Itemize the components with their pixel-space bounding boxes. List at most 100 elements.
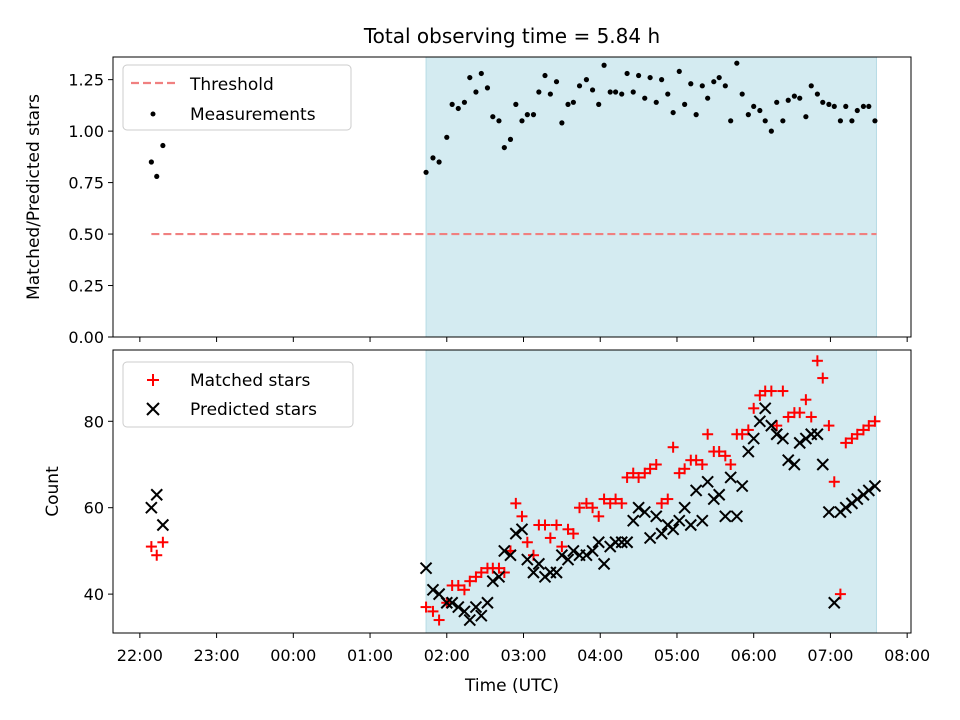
top-y-axis-label: Matched/Predicted stars [24,94,44,300]
matched-star-point [656,497,668,509]
measurement-point [430,155,436,161]
bottom-panel-marks [145,355,882,627]
predicted-star-point [655,527,668,540]
matched-star-point [777,385,789,397]
measurement-point [576,83,583,89]
measurement-point [507,136,514,142]
predicted-star-point [597,557,611,571]
measurement-point [762,118,768,124]
predicted-star-point [486,574,500,588]
matched-star-point [464,575,476,587]
predicted-star-point [759,402,772,415]
predicted-star-point [839,501,852,514]
top-y-ticks: 0.00 0.25 0.50 0.75 1.00 1.25 [68,71,113,347]
predicted-star-point [504,549,517,562]
matched-star-point [458,584,470,596]
x-tick-label: 22:00 [117,646,163,665]
measurement-point [642,95,648,101]
measurement-point [774,99,780,105]
matched-legend-marker [147,374,159,386]
measurement-point [797,95,803,101]
predicted-star-point [719,510,732,523]
x-tick-label: 02:00 [424,646,470,665]
measurement-point [849,118,855,124]
measurement-point [831,103,837,110]
matched-star-point [800,394,812,406]
matched-star-point [840,437,852,449]
predicted-star-point [440,596,453,609]
measurement-point [473,89,479,95]
matched-star-point [587,502,599,514]
matched-star-point [593,510,605,522]
measurement-point [653,99,659,105]
measurement-point [444,134,450,140]
measurement-point [693,112,699,118]
predicted-star-point [770,428,783,441]
measurement-point [647,74,653,81]
matched-star-point [828,476,840,488]
measurement-point [449,101,455,107]
matched-star-point [544,532,556,544]
predicted-star-point [627,514,640,527]
measurement-point [734,60,740,66]
predicted-star-point [458,605,471,618]
measurement-point [542,72,548,79]
predicted-star-point [793,436,806,450]
measurement-point [699,83,705,89]
x-tick-label: 00:00 [270,646,316,665]
bottom-y-ticks: 40 60 80 [84,412,113,604]
predicted-star-point [498,544,511,558]
predicted-star-point [492,570,506,584]
measurement-point [467,74,473,81]
matched-star-point [679,463,691,475]
predicted-star-point [868,479,882,493]
measurement-point [596,101,602,107]
measurement-point [814,91,820,97]
measurement-point [716,74,722,81]
measurement-point [866,103,872,110]
matched-star-point [696,458,708,470]
measurement-point [676,68,682,75]
measurement-point [148,159,154,165]
measurement-point [619,91,625,97]
measurement-point [612,89,619,95]
predicted-star-point [550,566,563,579]
measurement-point [751,103,757,110]
matched-star-point [475,567,487,579]
measurement-point [559,120,565,126]
predicted-star-point [521,553,534,566]
predicted-star-point [620,536,634,549]
predicted-star-point [724,471,737,484]
matched-star-point [811,355,823,367]
predicted-star-point [753,415,767,428]
predicted-star-point [782,453,795,467]
matched-star-point [452,579,464,591]
matched-star-point [690,454,702,466]
measurement-point [607,89,613,95]
measurement-point [553,79,560,85]
measurement-point [547,91,553,97]
legend-label-threshold: Threshold [189,75,274,95]
predicted-star-point [689,484,703,497]
matched-star-point [863,420,875,432]
measurement-point [536,89,542,95]
matched-star-point [851,428,863,440]
y-tick-label: 40 [84,585,104,604]
matched-star-point [567,528,579,540]
matched-star-point [719,450,731,462]
measurement-point [565,101,571,107]
measurement-point [665,91,671,97]
y-tick-label: 0.25 [68,277,104,296]
predicted-star-point [765,419,778,432]
matched-star-point [610,493,622,505]
y-tick-label: 80 [84,412,104,431]
legend-label-matched: Matched stars [190,371,310,391]
measurement-point [624,70,630,77]
y-tick-label: 0.75 [68,174,104,193]
matched-star-point [598,493,610,505]
x-tick-label: 23:00 [194,646,240,665]
top-legend-box [122,64,352,131]
predicted-star-point [862,484,876,497]
predicted-star-point [747,432,760,445]
measurement-point [636,72,642,79]
